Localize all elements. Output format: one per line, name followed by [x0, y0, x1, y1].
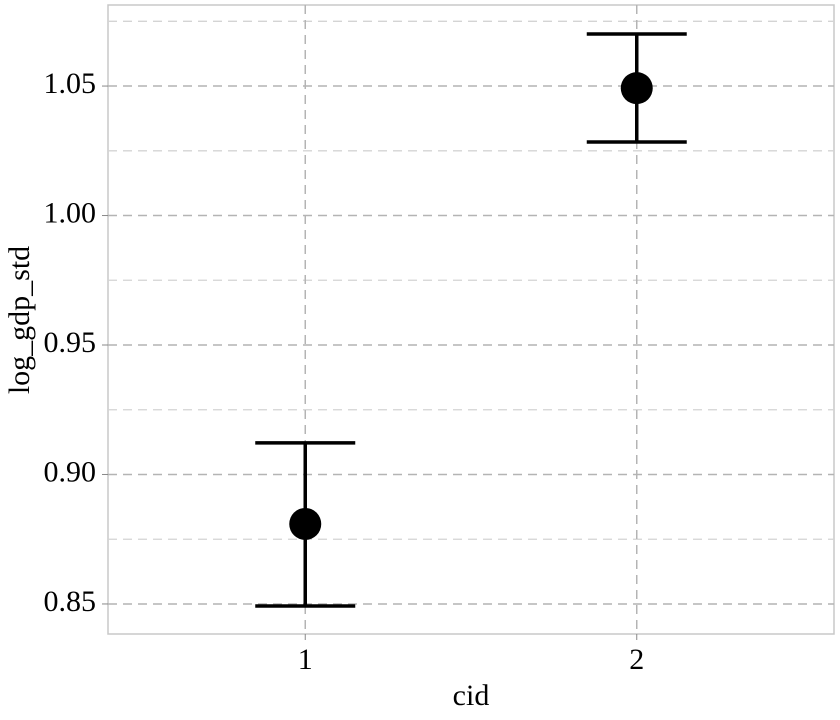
y-tick-label: 0.90 [44, 455, 97, 488]
x-axis-label: cid [453, 679, 490, 712]
y-tick-label: 1.00 [44, 196, 97, 229]
x-tick-label: 2 [629, 643, 644, 676]
y-tick-label: 0.85 [44, 585, 97, 618]
x-tick-label: 1 [298, 643, 313, 676]
y-tick-label: 1.05 [44, 67, 97, 100]
y-axis-label: log_gdp_std [3, 246, 36, 394]
plot-frame [107, 4, 835, 635]
point [620, 72, 653, 105]
y-tick-label: 0.95 [44, 326, 97, 359]
point [289, 507, 322, 540]
